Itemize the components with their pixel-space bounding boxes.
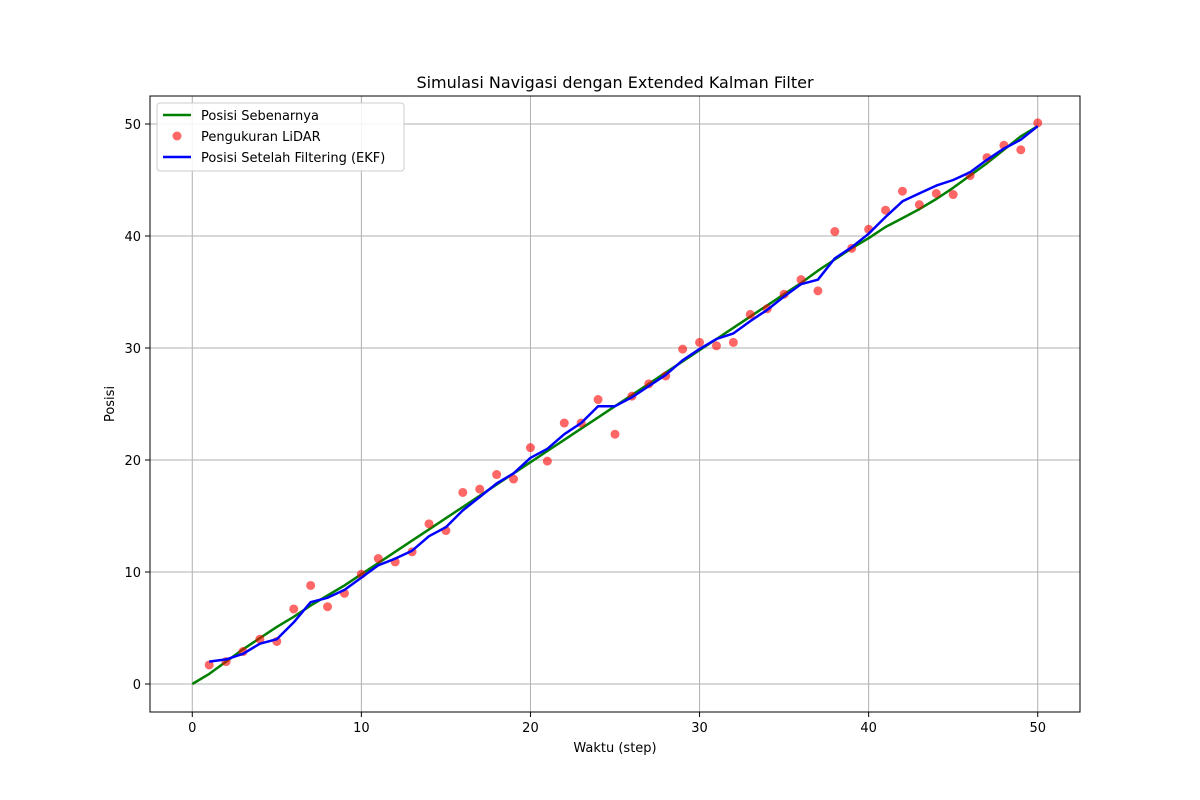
data-point bbox=[779, 289, 789, 299]
data-point bbox=[830, 227, 840, 237]
x-tick-label: 10 bbox=[353, 721, 370, 736]
data-point bbox=[204, 660, 214, 670]
legend-label: Pengukuran LiDAR bbox=[201, 130, 321, 145]
data-point bbox=[1033, 118, 1043, 128]
data-point bbox=[931, 188, 941, 198]
data-point bbox=[610, 429, 620, 439]
data-point bbox=[813, 286, 823, 296]
data-point bbox=[982, 153, 992, 163]
legend-item: Pengukuran LiDAR bbox=[172, 130, 321, 145]
data-point bbox=[542, 456, 552, 466]
data-point bbox=[593, 395, 603, 405]
data-point bbox=[745, 309, 755, 319]
data-point bbox=[914, 200, 924, 210]
data-point bbox=[525, 443, 535, 453]
x-tick-label: 30 bbox=[691, 721, 708, 736]
data-point bbox=[323, 602, 333, 612]
data-point bbox=[1016, 145, 1026, 155]
legend-marker-swatch bbox=[172, 131, 182, 141]
y-tick-label: 40 bbox=[124, 230, 141, 245]
series-3 bbox=[209, 125, 1039, 663]
data-point bbox=[289, 604, 299, 614]
legend-label: Posisi Setelah Filtering (EKF) bbox=[201, 151, 385, 166]
legend-box bbox=[156, 102, 405, 172]
data-point bbox=[475, 484, 485, 494]
legend: Posisi Sebenarnya Pengukuran LiDAR Posisi … bbox=[156, 102, 405, 172]
data-point bbox=[711, 341, 721, 351]
plot-series bbox=[191, 118, 1043, 686]
data-point bbox=[678, 344, 688, 354]
series-2 bbox=[204, 118, 1043, 670]
data-point bbox=[897, 186, 907, 196]
y-tick-label: 10 bbox=[124, 566, 141, 581]
legend-item: Posisi Sebenarnya bbox=[163, 109, 319, 124]
x-tick-label: 40 bbox=[860, 721, 877, 736]
data-point bbox=[255, 634, 265, 644]
y-tick-label: 50 bbox=[124, 118, 141, 133]
data-point bbox=[728, 337, 738, 347]
y-tick-label: 20 bbox=[124, 454, 141, 469]
data-point bbox=[881, 205, 891, 215]
x-tick-label: 50 bbox=[1029, 721, 1046, 736]
x-tick-label: 0 bbox=[188, 721, 196, 736]
axis-ticks: 0 10 20 30 40 50 0 10 20 30 40 50 bbox=[124, 118, 1046, 736]
y-axis-label: Posisi bbox=[103, 386, 118, 422]
data-point bbox=[796, 275, 806, 285]
data-point bbox=[424, 519, 434, 529]
data-point bbox=[509, 474, 519, 484]
legend-item: Posisi Setelah Filtering (EKF) bbox=[163, 151, 385, 166]
data-point bbox=[492, 470, 502, 480]
plot-frame bbox=[149, 95, 1081, 713]
legend-label: Posisi Sebenarnya bbox=[201, 109, 319, 124]
data-point bbox=[695, 337, 705, 347]
data-point bbox=[373, 554, 383, 564]
y-tick-label: 30 bbox=[124, 342, 141, 357]
data-point bbox=[458, 487, 468, 497]
series-line bbox=[209, 125, 1039, 663]
x-tick-label: 20 bbox=[522, 721, 539, 736]
data-point bbox=[948, 190, 958, 200]
data-point bbox=[559, 418, 569, 428]
y-tick-label: 0 bbox=[133, 678, 141, 693]
x-axis-label: Waktu (step) bbox=[573, 741, 656, 756]
grid bbox=[150, 96, 1080, 712]
chart-title: Simulasi Navigasi dengan Extended Kalman… bbox=[416, 73, 813, 92]
data-point bbox=[306, 580, 316, 590]
